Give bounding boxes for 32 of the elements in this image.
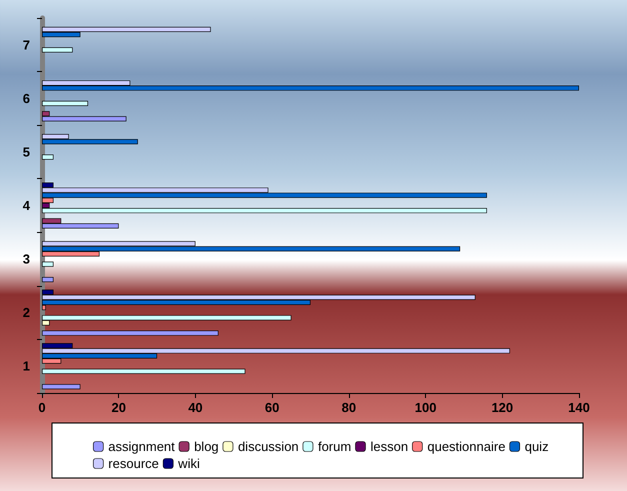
bar [42,154,54,160]
legend-label: assignment [108,439,176,454]
x-tick-label: 80 [342,400,356,415]
bar [42,368,246,374]
x-tick-label: 20 [111,400,126,415]
bar [42,384,80,390]
x-tick-label: 100 [414,400,436,415]
bar [42,330,218,336]
bar [42,276,54,282]
legend-label: wiki [177,456,200,471]
y-tick-label: 4 [22,198,31,213]
legend-label: lesson [370,439,408,454]
legend-label: questionnaire [427,439,506,454]
y-tick-label: 5 [22,144,30,160]
bar [42,100,88,106]
y-tick-label: 3 [22,252,30,267]
legend-label: quiz [524,439,549,454]
x-tick-label: 60 [264,400,280,415]
x-tick-label: 120 [491,400,514,415]
legend-label: discussion [238,439,299,454]
legend-label: blog [194,439,219,454]
y-tick-label: 7 [22,37,30,52]
x-tick-label: 0 [38,400,46,415]
legend-label: resource [108,456,159,471]
y-tick-label: 6 [22,90,30,106]
bar [42,47,73,52]
x-tick-label: 40 [188,400,203,415]
y-tick-label: 1 [22,358,30,374]
legend-label: forum [318,439,352,454]
bar [42,262,54,267]
y-tick-label: 2 [22,305,30,320]
x-tick-label: 140 [568,400,590,415]
